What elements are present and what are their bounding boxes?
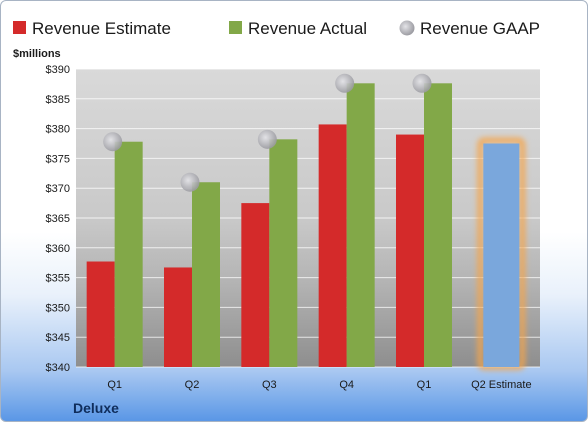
- bar-revenue-actual: [192, 182, 220, 367]
- x-axis: Q1 Q2 Q3 Q4 Q1 Q2 Estimate: [107, 379, 531, 391]
- bar-revenue-estimate: [86, 261, 115, 367]
- x-tick-label: Q1: [107, 379, 122, 391]
- bar-revenue-actual: [346, 83, 375, 367]
- legend-label-revenue-actual: Revenue Actual: [248, 19, 367, 38]
- legend-swatch-revenue-gaap: [399, 20, 415, 36]
- bar-revenue-actual: [424, 83, 452, 367]
- y-tick-label: $360: [46, 243, 70, 255]
- y-tick-label: $365: [46, 213, 70, 225]
- y-tick-label: $340: [46, 362, 70, 374]
- y-axis-unit-label: $millions: [13, 48, 61, 60]
- legend-label-revenue-gaap: Revenue GAAP: [420, 19, 540, 38]
- legend: Revenue Estimate Revenue Actual Revenue …: [13, 19, 540, 38]
- legend-label-revenue-estimate: Revenue Estimate: [32, 19, 171, 38]
- y-tick-label: $385: [46, 94, 70, 106]
- bar-q2-estimate: [483, 143, 520, 367]
- y-tick-label: $355: [46, 273, 70, 285]
- y-tick-label: $350: [46, 302, 70, 314]
- y-tick-label: $345: [46, 332, 70, 344]
- bar-revenue-estimate: [396, 134, 424, 367]
- bar-revenue-actual: [269, 139, 298, 367]
- x-tick-label: Q1: [417, 379, 432, 391]
- y-axis: $340 $345 $350 $355 $360 $365 $370 $375 $380 $385…: [46, 64, 70, 374]
- x-tick-label: Q2 Estimate: [471, 379, 532, 391]
- x-tick-label: Q2: [185, 379, 200, 391]
- y-tick-label: $375: [46, 153, 70, 165]
- marker-revenue-gaap: [180, 172, 200, 192]
- y-tick-label: $380: [46, 124, 70, 136]
- y-tick-label: $390: [46, 64, 70, 76]
- marker-revenue-gaap: [103, 132, 123, 152]
- company-name: Deluxe: [73, 400, 119, 416]
- grid-lines: [76, 68, 540, 368]
- bar-revenue-estimate: [241, 203, 270, 367]
- bar-revenue-estimate: [318, 124, 347, 367]
- x-tick-label: Q3: [262, 379, 277, 391]
- bar-revenue-actual: [114, 141, 143, 367]
- bars: [86, 83, 526, 370]
- bar-revenue-estimate: [164, 267, 192, 367]
- legend-swatch-revenue-actual: [229, 21, 242, 34]
- marker-revenue-gaap: [412, 73, 432, 93]
- y-tick-label: $370: [46, 183, 70, 195]
- marker-revenue-gaap: [257, 129, 277, 149]
- legend-swatch-revenue-estimate: [13, 21, 26, 34]
- marker-revenue-gaap: [335, 73, 355, 93]
- gaap-markers: [103, 73, 432, 192]
- x-tick-label: Q4: [339, 379, 354, 391]
